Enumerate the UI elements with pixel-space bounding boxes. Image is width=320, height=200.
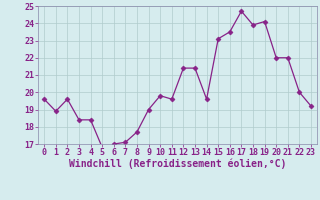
X-axis label: Windchill (Refroidissement éolien,°C): Windchill (Refroidissement éolien,°C) (69, 159, 286, 169)
